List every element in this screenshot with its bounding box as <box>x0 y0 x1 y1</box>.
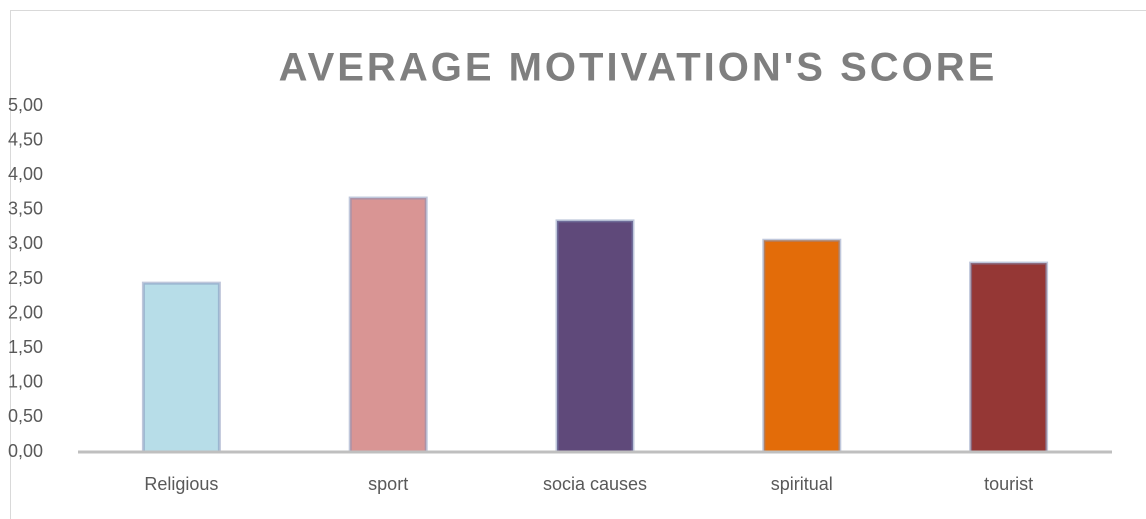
x-tick-label: socia causes <box>543 474 647 494</box>
y-tick-label: 4,00 <box>8 164 43 184</box>
y-tick-label: 3,00 <box>8 233 43 253</box>
x-tick-label: Religious <box>144 474 218 494</box>
y-tick-label: 2,50 <box>8 268 43 288</box>
bar <box>969 261 1049 454</box>
x-tick-label: spiritual <box>771 474 833 494</box>
bar <box>555 219 635 454</box>
y-tick-label: 0,00 <box>8 441 43 461</box>
chart-title: AVERAGE MOTIVATION'S SCORE <box>279 46 998 90</box>
bar <box>348 196 428 454</box>
bar <box>141 281 221 454</box>
y-tick-label: 4,50 <box>8 129 43 149</box>
y-tick-label: 5,00 <box>8 95 43 115</box>
y-tick-label: 0,50 <box>8 406 43 426</box>
bar <box>762 238 842 454</box>
y-tick-label: 1,50 <box>8 337 43 357</box>
y-tick-label: 1,00 <box>8 372 43 392</box>
y-tick-label: 3,50 <box>8 199 43 219</box>
x-tick-label: tourist <box>984 474 1033 494</box>
y-tick-label: 2,00 <box>8 302 43 322</box>
x-tick-label: sport <box>368 474 408 494</box>
